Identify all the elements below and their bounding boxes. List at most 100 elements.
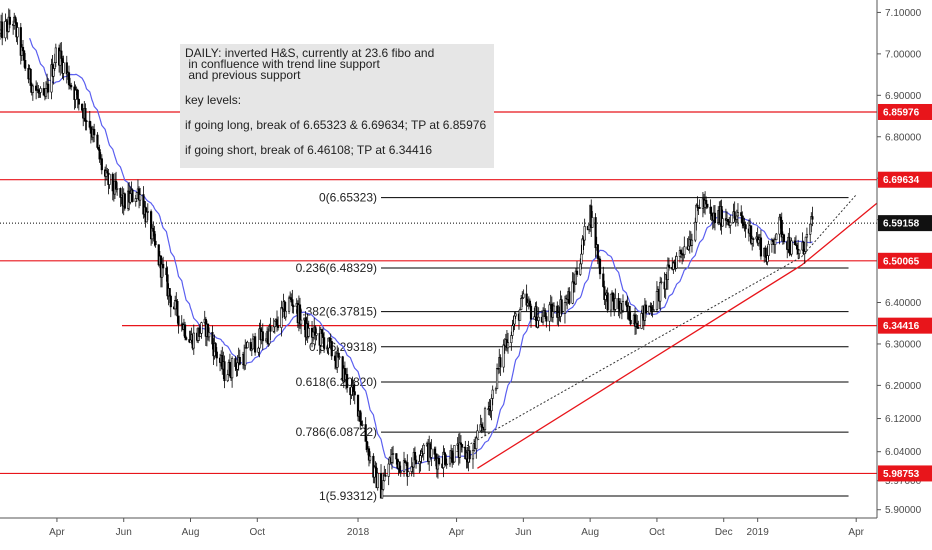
- candle-body: [612, 292, 615, 302]
- candle-body: [709, 206, 712, 214]
- candle-body: [805, 233, 809, 238]
- price-tick-label: 6.40000: [885, 298, 922, 309]
- price-tick-label: 7.00000: [885, 49, 922, 60]
- fib-level-label: 0.236(6.48329): [296, 261, 377, 275]
- candle-body: [621, 301, 625, 311]
- candle-body: [795, 245, 799, 250]
- candle-body: [552, 305, 556, 312]
- candle-body: [510, 335, 513, 343]
- candle-body: [312, 331, 315, 338]
- price-tick-label: 5.97000: [885, 476, 922, 487]
- candle-body: [580, 253, 583, 265]
- time-tick-label: Jun: [515, 527, 531, 538]
- candle-body: [625, 301, 628, 306]
- candle-body: [381, 489, 384, 499]
- time-tick-label: Apr: [449, 527, 465, 538]
- candle-body: [448, 457, 452, 465]
- candle-body: [490, 398, 493, 412]
- candle-body: [480, 424, 483, 428]
- candle-body: [575, 270, 579, 275]
- candle-body: [299, 319, 303, 325]
- candle-body: [353, 391, 356, 396]
- candle-body: [280, 307, 283, 328]
- candle-body: [655, 291, 659, 311]
- candle-body: [129, 193, 132, 203]
- candle-body: [571, 281, 574, 304]
- annotation-line: and previous support: [185, 68, 301, 82]
- candle-body: [560, 299, 563, 314]
- level-price-tag-box: [878, 171, 932, 188]
- candle-body: [226, 374, 229, 382]
- candle-body: [177, 315, 180, 326]
- candle-body: [114, 180, 118, 190]
- candle-body: [330, 341, 333, 357]
- candle-body: [65, 62, 68, 75]
- time-tick-label: Oct: [250, 527, 266, 538]
- level-price-tag-box: [878, 103, 932, 120]
- price-tick-label: 6.30000: [885, 339, 922, 350]
- level-price-tag-box: [878, 317, 932, 334]
- candle-body: [192, 332, 195, 349]
- candle-body: [4, 20, 7, 39]
- price-tick-label: 6.80000: [885, 132, 922, 143]
- candle-body: [93, 128, 96, 136]
- candle-body: [775, 233, 778, 241]
- time-tick-label: Dec: [715, 527, 733, 538]
- candle-body: [476, 430, 479, 439]
- candle-body: [387, 463, 390, 477]
- candle-body: [223, 361, 226, 382]
- candle-body: [583, 226, 586, 241]
- candle-body: [782, 234, 786, 242]
- annotation-heading: key levels:: [185, 93, 242, 107]
- candle-body: [419, 455, 422, 462]
- candle-body: [458, 442, 461, 458]
- candle-body: [604, 294, 607, 300]
- time-tick-label: Oct: [649, 527, 665, 538]
- candle-body: [208, 332, 211, 338]
- level-price-tag-text: 6.50065: [883, 256, 920, 267]
- price-tick-label: 6.04000: [885, 447, 922, 458]
- candle-body: [713, 212, 717, 223]
- candle-body: [154, 240, 157, 246]
- candles: [0, 8, 814, 499]
- candle-body: [398, 461, 401, 473]
- candle-body: [767, 243, 770, 256]
- candle-body: [322, 337, 326, 349]
- candle-body: [100, 158, 103, 171]
- candle-body: [97, 147, 100, 150]
- candle-body: [764, 247, 767, 256]
- candle-body: [89, 127, 92, 134]
- candle-body: [292, 305, 295, 307]
- candle-body: [598, 258, 602, 275]
- moving-average-line: [29, 37, 813, 472]
- candle-body: [42, 88, 45, 96]
- candle-body: [106, 170, 109, 174]
- candle-body: [98, 149, 101, 160]
- candle-body: [29, 68, 32, 86]
- candle-body: [694, 221, 697, 241]
- time-tick-label: Jun: [116, 527, 132, 538]
- candle-body: [736, 212, 740, 217]
- candle-body: [511, 325, 514, 336]
- candle-body: [433, 448, 436, 455]
- candle-body: [60, 50, 63, 59]
- candle-body: [733, 211, 736, 219]
- candle-body: [609, 293, 613, 311]
- candle-body: [740, 212, 743, 216]
- candle-body: [617, 298, 620, 310]
- candle-body: [644, 304, 648, 314]
- time-tick-label: 2019: [747, 527, 770, 538]
- candle-body: [414, 459, 418, 465]
- candle-body: [679, 250, 683, 255]
- candle-body: [551, 311, 555, 318]
- candle-body: [413, 451, 417, 461]
- candle-body: [244, 347, 247, 366]
- candle-body: [251, 338, 255, 350]
- candle-body: [315, 333, 318, 336]
- candle-body: [284, 310, 287, 318]
- trend-lines: [456, 194, 878, 469]
- analysis-annotation: DAILY: inverted H&S, currently at 23.6 f…: [180, 44, 494, 168]
- candle-body: [526, 302, 529, 306]
- candle-body: [636, 322, 639, 328]
- candle-body: [602, 273, 605, 287]
